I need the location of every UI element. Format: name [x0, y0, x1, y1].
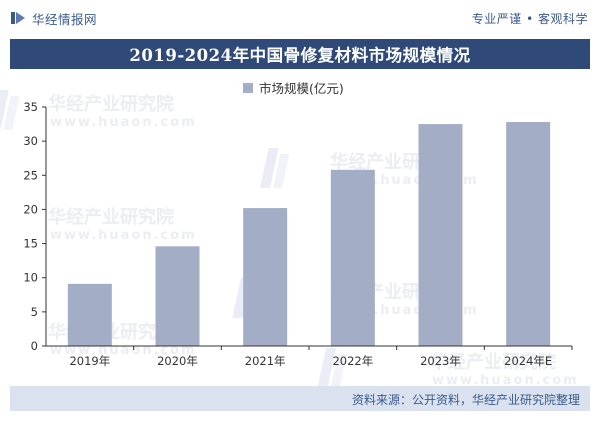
bar	[67, 283, 112, 346]
source-bar: 资料来源：公开资料，华经产业研究院整理	[10, 386, 590, 411]
brand-logo-icon	[11, 12, 25, 24]
legend-swatch	[243, 82, 253, 93]
y-tick-label: 0	[31, 339, 38, 353]
brand-name: 华经情报网	[32, 11, 98, 27]
watermark-url: www.huaon.com	[50, 228, 197, 243]
tagline: 专业严谨 • 客观科学	[471, 12, 588, 26]
top-header: 华经情报网 专业严谨 • 客观科学	[0, 0, 600, 36]
legend: 市场规模(亿元)	[243, 78, 344, 97]
y-tick-label: 35	[23, 100, 38, 114]
x-axis: 2019年 2020年 2021年 2022年 2023年 2024年E	[46, 345, 573, 368]
x-tick-label: 2024年E	[504, 354, 552, 368]
legend-label: 市场规模(亿元)	[259, 81, 344, 96]
x-tick-label: 2021年	[245, 354, 286, 368]
bar	[155, 246, 200, 346]
x-tick-label: 2023年	[420, 354, 461, 368]
bar	[506, 122, 551, 346]
y-tick-label: 30	[23, 134, 38, 148]
bars	[67, 122, 551, 346]
y-tick-label: 20	[23, 202, 38, 216]
bar	[330, 169, 375, 346]
watermark-url: www.huaon.com	[50, 343, 197, 358]
y-tick-label: 25	[23, 168, 38, 182]
watermark-text: 华经产业研究院	[430, 351, 556, 373]
x-tick-label: 2020年	[157, 354, 198, 368]
x-tick-label: 2019年	[69, 354, 110, 368]
y-axis: 0 5 10 15 20 25 30 35	[23, 100, 47, 353]
bar	[418, 124, 463, 346]
y-tick-label: 15	[23, 237, 38, 251]
watermark-url: www.huaon.com	[432, 373, 579, 388]
brand: 华经情报网	[10, 8, 97, 28]
y-tick-label: 10	[23, 271, 38, 285]
watermark-url: www.huaon.com	[50, 115, 197, 130]
source-note: 资料来源：公开资料，华经产业研究院整理	[351, 393, 580, 407]
watermark-text: 华经产业研究院	[48, 206, 174, 228]
title-bar: 2019-2024年中国骨修复材料市场规模情况	[10, 39, 590, 69]
y-tick-label: 5	[31, 305, 38, 319]
x-tick-label: 2022年	[332, 354, 373, 368]
chart-title: 2019-2024年中国骨修复材料市场规模情况	[129, 46, 471, 65]
bar	[243, 208, 288, 346]
watermark-text: 华经产业研究院	[48, 93, 174, 115]
